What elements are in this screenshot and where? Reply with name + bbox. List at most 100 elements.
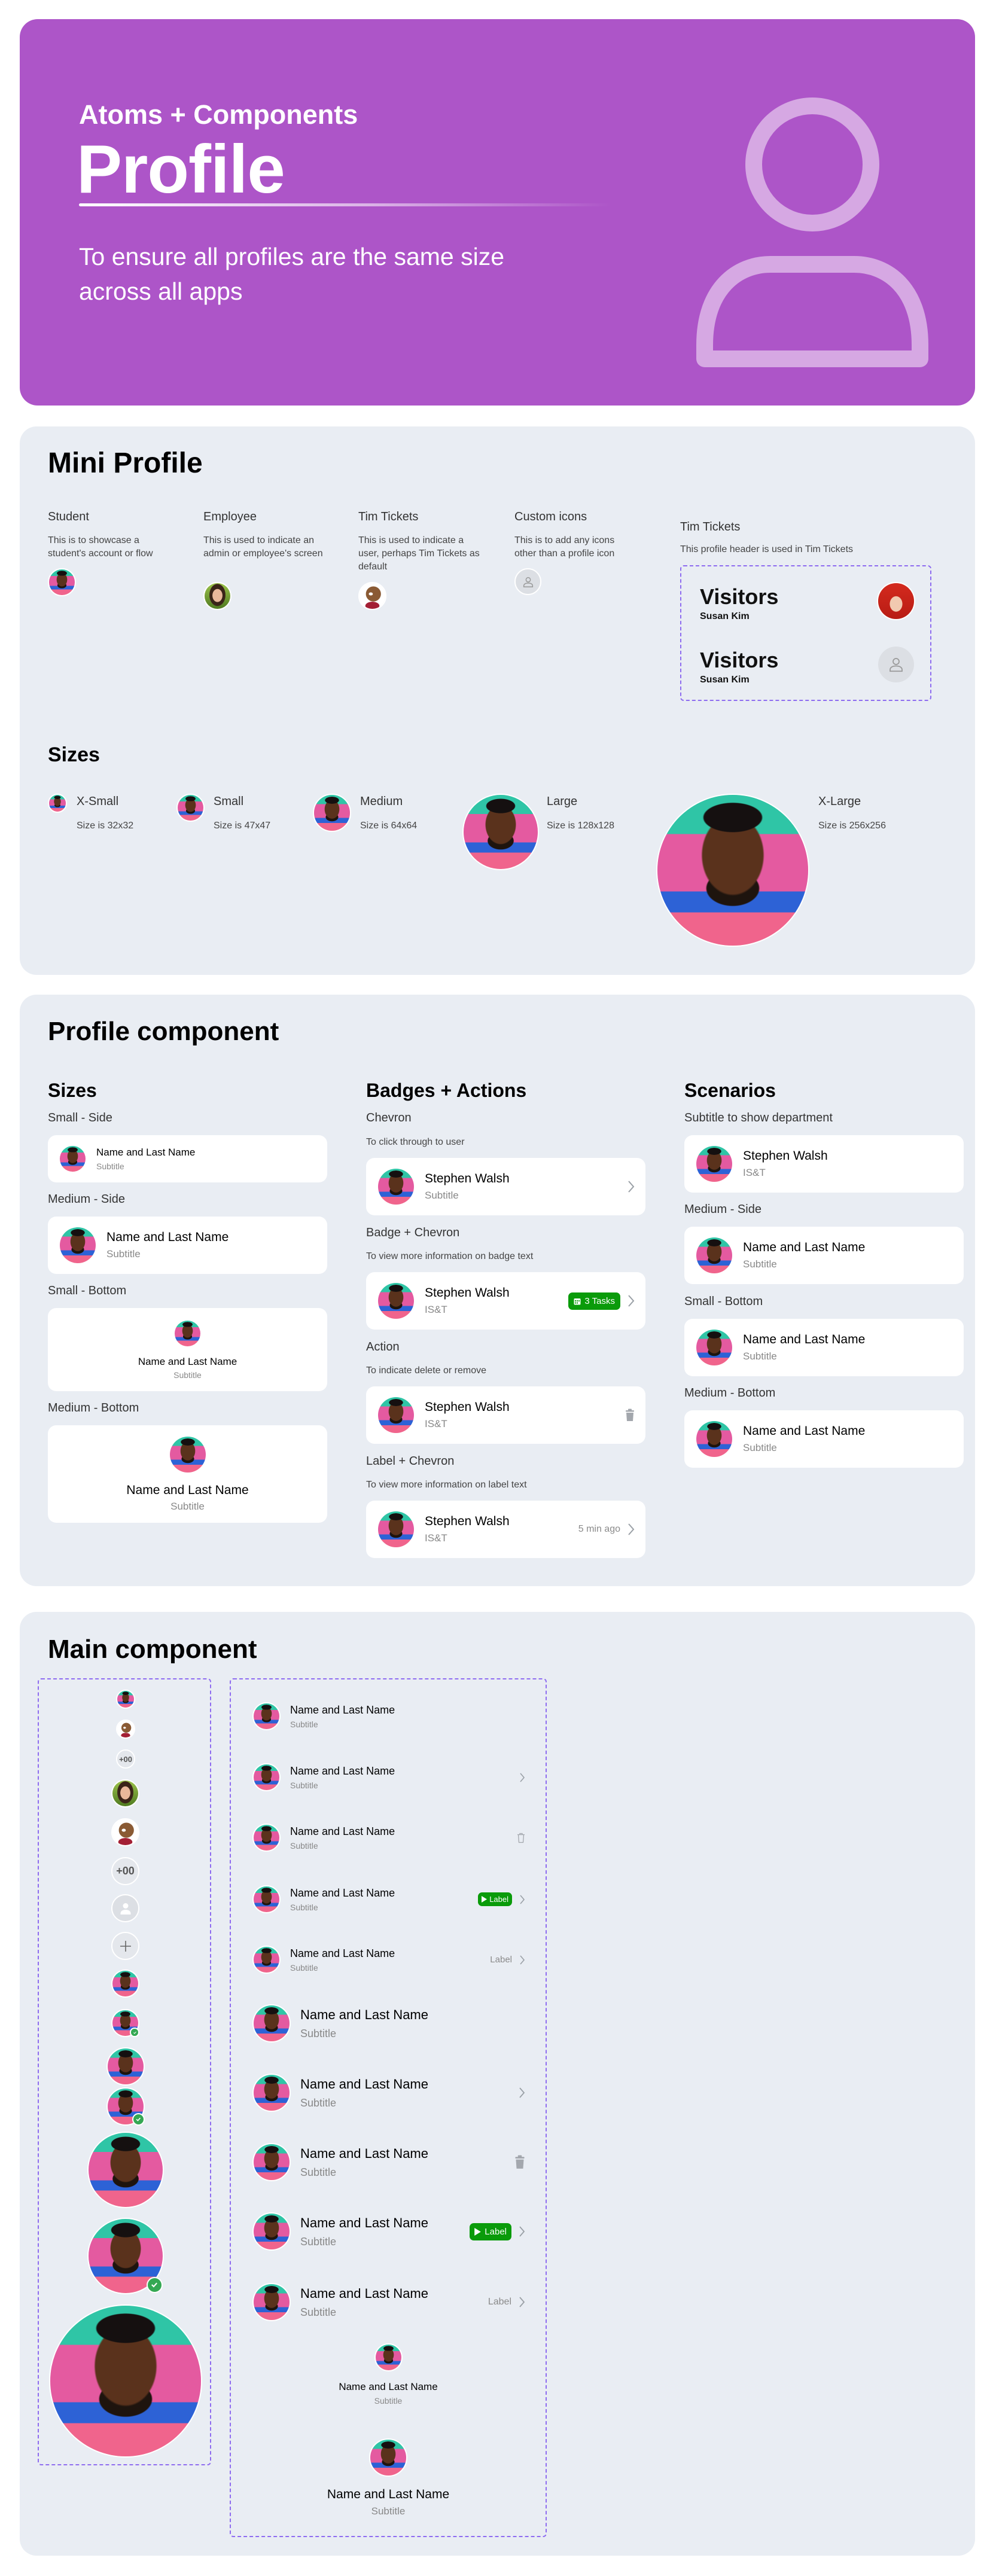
profile-card-badge-chevron[interactable]: Stephen Walsh IS&T 3 Tasks: [366, 1272, 645, 1330]
variant-description: To view more information on label text: [366, 1480, 527, 1490]
profile-card[interactable]: Name and Last Name Subtitle: [684, 1227, 964, 1284]
chevron-right-icon[interactable]: [519, 2296, 525, 2308]
avatar: [59, 1226, 97, 1264]
size-label: X-Small: [77, 795, 119, 808]
trash-outline-icon[interactable]: [517, 1833, 525, 1843]
avatar: [695, 1420, 733, 1458]
profile-subtitle: Subtitle: [743, 1258, 777, 1270]
tasks-badge[interactable]: 3 Tasks: [568, 1292, 620, 1310]
variant-label: Medium - Bottom: [48, 1401, 139, 1414]
person-icon: [120, 1903, 130, 1915]
profile-row-medium-label[interactable]: Name and Last Name Subtitle Label: [252, 2283, 525, 2321]
hero-banner: Atoms + Components Profile To ensure all…: [20, 19, 975, 406]
play-icon: [482, 1896, 488, 1903]
employee-avatar: [203, 582, 231, 610]
profile-card[interactable]: Name and Last Name Subtitle: [684, 1410, 964, 1468]
profile-card-small-side[interactable]: Name and Last Name Subtitle: [48, 1135, 327, 1182]
avatar: [252, 2074, 291, 2112]
section-title: Profile component: [48, 1017, 279, 1046]
profile-subtitle: Subtitle: [743, 1442, 777, 1453]
profile-card-small-bottom[interactable]: Name and Last Name Subtitle: [48, 1308, 327, 1391]
variant-description: To indicate delete or remove: [366, 1365, 486, 1376]
avatar-large: [462, 794, 539, 870]
profile-name: Name and Last Name: [96, 1147, 196, 1158]
profile-card-medium-bottom[interactable]: Name and Last Name Subtitle: [48, 1425, 327, 1523]
chevron-right-icon[interactable]: [627, 1523, 635, 1536]
profile-small-bottom[interactable]: Name and Last Name Subtitle: [231, 2343, 546, 2406]
profile-row-medium-badge[interactable]: Name and Last Name Subtitle Label: [252, 2212, 525, 2251]
type-label: Student: [48, 510, 89, 523]
badge-text: Label: [485, 2226, 507, 2237]
profile-subtitle: Subtitle: [371, 2505, 406, 2517]
hero-description: To ensure all profiles are the same size…: [79, 243, 505, 305]
trash-icon[interactable]: [625, 1409, 635, 1422]
profile-name: Name and Last Name: [290, 1886, 395, 1899]
profile-medium-bottom[interactable]: Name and Last Name Subtitle: [231, 2438, 546, 2517]
scenarios-column: Scenarios Subtitle to show department St…: [684, 995, 964, 1586]
profile-card-label-chevron[interactable]: Stephen Walsh IS&T 5 min ago: [366, 1501, 645, 1558]
profile-row-small-chevron[interactable]: Name and Last Name Subtitle: [252, 1763, 525, 1791]
profile-name: Stephen Walsh: [425, 1172, 510, 1185]
profile-name: Name and Last Name: [290, 1703, 395, 1716]
check-icon: [132, 2112, 145, 2126]
chevron-right-icon[interactable]: [519, 2087, 525, 2099]
profile-subtitle: IS&T: [425, 1532, 447, 1544]
visitor-avatar[interactable]: [877, 582, 915, 620]
chevron-right-icon[interactable]: [519, 1955, 525, 1965]
size-label: Small: [214, 795, 244, 808]
profile-name: Stephen Walsh: [425, 1286, 510, 1300]
chevron-right-icon[interactable]: [519, 1894, 525, 1905]
avatar: [369, 2438, 407, 2477]
profile-row-medium-chevron[interactable]: Name and Last Name Subtitle: [252, 2074, 525, 2112]
profile-card-department[interactable]: Stephen Walsh IS&T: [684, 1135, 964, 1193]
label-badge[interactable]: Label: [470, 2223, 511, 2240]
profile-row-medium-delete[interactable]: Name and Last Name Subtitle: [252, 2143, 525, 2181]
trailing-label: Label: [490, 1955, 512, 1965]
size-label: Large: [547, 795, 578, 808]
label-badge[interactable]: Label: [478, 1892, 512, 1906]
overflow-count-small[interactable]: +00: [111, 1857, 139, 1885]
profile-name: Name and Last Name: [290, 1764, 395, 1777]
profile-row-small-label[interactable]: Name and Last Name Subtitle Label: [252, 1946, 525, 1974]
header-name: Susan Kim: [700, 675, 750, 685]
badges-actions-column: Badges + Actions Chevron To click throug…: [366, 995, 645, 1586]
placeholder-avatar[interactable]: [877, 645, 915, 684]
profile-subtitle: Subtitle: [290, 1780, 318, 1790]
avatar-medium: [313, 794, 351, 832]
profile-card[interactable]: Name and Last Name Subtitle: [684, 1319, 964, 1376]
avatar: [377, 1510, 415, 1548]
variant-label: Medium - Side: [684, 1203, 761, 1216]
chevron-right-icon[interactable]: [627, 1294, 635, 1307]
avatar: [374, 2343, 403, 2371]
profile-row-small[interactable]: Name and Last Name Subtitle: [252, 1702, 525, 1730]
avatar: [252, 2212, 291, 2251]
avatar: [252, 1702, 281, 1730]
profile-subtitle: IS&T: [743, 1167, 766, 1178]
trash-icon[interactable]: [514, 2155, 525, 2169]
variant-label: Small - Bottom: [48, 1284, 127, 1297]
type-label: Custom icons: [514, 510, 587, 523]
overflow-count-x-small[interactable]: +00: [116, 1749, 135, 1769]
tim-tickets-header-examples: Visitors Susan Kim Visitors Susan Kim: [680, 565, 931, 701]
profile-card-medium-side[interactable]: Name and Last Name Subtitle: [48, 1217, 327, 1274]
size-value: Size is 32x32: [77, 821, 134, 831]
custom-icon-avatar: [514, 568, 541, 595]
size-value: Size is 128x128: [547, 821, 614, 831]
chevron-right-icon[interactable]: [519, 1772, 525, 1783]
profile-row-medium[interactable]: Name and Last Name Subtitle: [252, 2004, 525, 2042]
avatar: [173, 1319, 202, 1348]
student-avatar: [48, 568, 76, 596]
profile-row-variants: Name and Last Name Subtitle Name and Last…: [230, 1678, 547, 2537]
profile-name: Name and Last Name: [300, 2145, 428, 2161]
avatar: [252, 1885, 281, 1913]
profile-row-small-delete[interactable]: Name and Last Name Subtitle: [252, 1824, 525, 1852]
add-avatar-button[interactable]: [111, 1932, 139, 1960]
profile-card-action[interactable]: Stephen Walsh IS&T: [366, 1386, 645, 1444]
chevron-right-icon[interactable]: [627, 1180, 635, 1193]
chevron-right-icon[interactable]: [519, 2226, 525, 2237]
profile-card-chevron[interactable]: Stephen Walsh Subtitle: [366, 1158, 645, 1215]
profile-row-small-badge[interactable]: Name and Last Name Subtitle Label: [252, 1885, 525, 1913]
profile-subtitle: Subtitle: [290, 1962, 318, 1973]
main-component-section: Main component +00 +00 Name and Last Nam…: [20, 1612, 975, 2556]
sizes-column: Sizes Small - Side Name and Last Name Sub…: [48, 995, 327, 1586]
